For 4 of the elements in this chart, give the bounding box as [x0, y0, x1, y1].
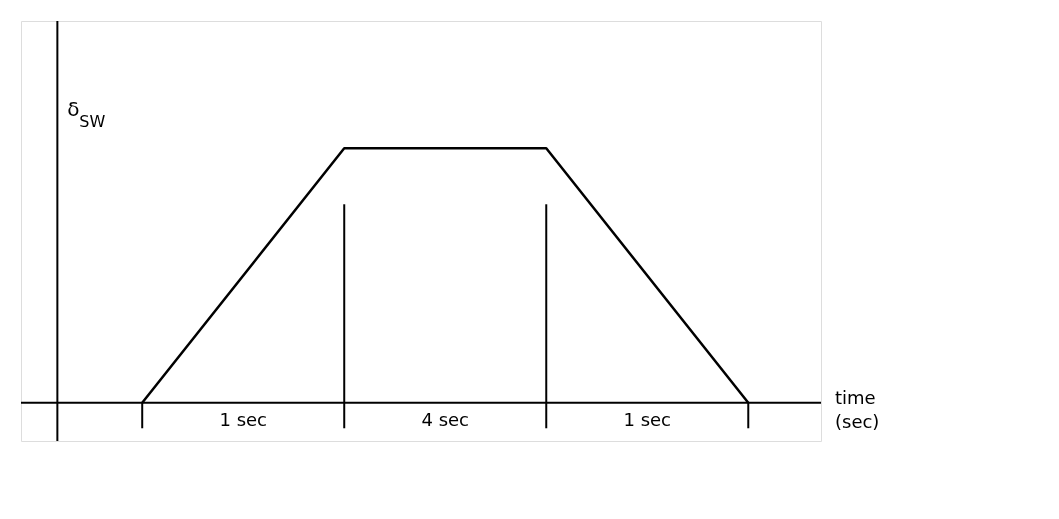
text: 4 sec: [421, 408, 470, 430]
x-axis-title: time (sec): [835, 386, 880, 432]
text: 1 sec: [623, 408, 672, 430]
text: 1 sec: [219, 408, 267, 430]
